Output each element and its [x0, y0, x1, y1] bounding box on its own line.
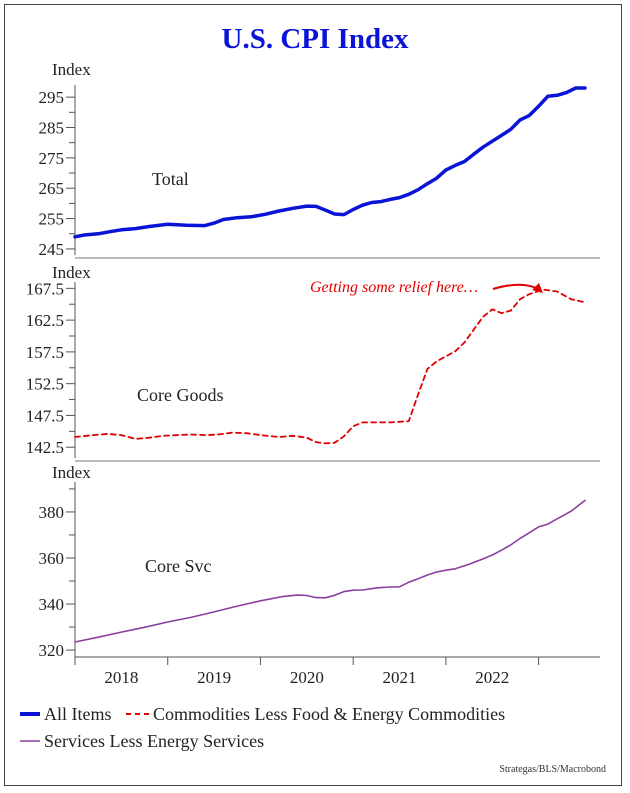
panel-3-series-label: Core Svc: [145, 556, 212, 576]
panel-2-y-tick-label: 162.5: [26, 311, 64, 330]
x-axis: 2018 2019 2020 2021 2022: [74, 656, 600, 687]
panel-1-y-axis-label: Index: [52, 60, 91, 79]
chart-title: U.S. CPI Index: [222, 23, 409, 55]
panel-3-y-axis-label: Index: [52, 463, 91, 482]
legend-label-core-goods: Commodities Less Food & Energy Commoditi…: [153, 704, 505, 724]
annotation-relief: Getting some relief here…: [310, 279, 478, 296]
panel-3-y-tick-label: 360: [39, 549, 65, 568]
legend-label-core-services: Services Less Energy Services: [44, 731, 264, 751]
panel-2: 142.5 147.5 152.5 157.5 162.5 167.5: [26, 279, 600, 462]
panel-1-y-tick-label: 255: [39, 210, 65, 229]
panel-1: 245 255 265 275 285 295: [39, 85, 600, 259]
chart-panels: 245 255 265 275 285 295 142.5 147.5 152.5 157.5 16…: [26, 85, 600, 660]
panel-1-y-tick-label: 265: [39, 179, 65, 198]
panel-1-y-tick-label: 295: [39, 88, 65, 107]
panel-1-series-line: [73, 86, 587, 239]
legend: All Items Commodities Less Food & Energy…: [20, 704, 505, 751]
panel-2-series-line: [74, 288, 586, 445]
panel-3: 320 340 360 380: [39, 482, 586, 660]
panel-3-series-line: [74, 499, 586, 643]
source-note: Strategas/BLS/Macrobond: [499, 764, 606, 775]
x-tick-label: 2018: [104, 668, 138, 687]
panel-1-y-tick-label: 275: [39, 149, 65, 168]
panel-1-y-tick-label: 245: [39, 240, 65, 259]
x-tick-label: 2022: [475, 668, 509, 687]
annotation-arrow: [492, 283, 537, 290]
figure-frame: [4, 4, 622, 786]
panel-2-y-tick-label: 152.5: [26, 375, 64, 394]
panel-2-y-axis-label: Index: [52, 263, 91, 282]
panel-1-series-label: Total: [152, 169, 189, 189]
legend-label-all-items: All Items: [44, 704, 112, 724]
panel-2-y-tick-label: 167.5: [26, 279, 64, 298]
panel-2-y-tick-label: 157.5: [26, 343, 64, 362]
x-tick-label: 2020: [290, 668, 324, 687]
panel-2-series-label: Core Goods: [137, 385, 224, 405]
panel-2-y-tick-label: 142.5: [26, 438, 64, 457]
x-tick-label: 2019: [197, 668, 231, 687]
panel-3-y-tick-label: 340: [39, 595, 65, 614]
panel-2-y-tick-label: 147.5: [26, 406, 64, 425]
panel-1-y-tick-label: 285: [39, 119, 65, 138]
x-tick-label: 2021: [383, 668, 417, 687]
panel-3-y-tick-label: 320: [39, 641, 65, 660]
panel-3-y-tick-label: 380: [39, 503, 65, 522]
